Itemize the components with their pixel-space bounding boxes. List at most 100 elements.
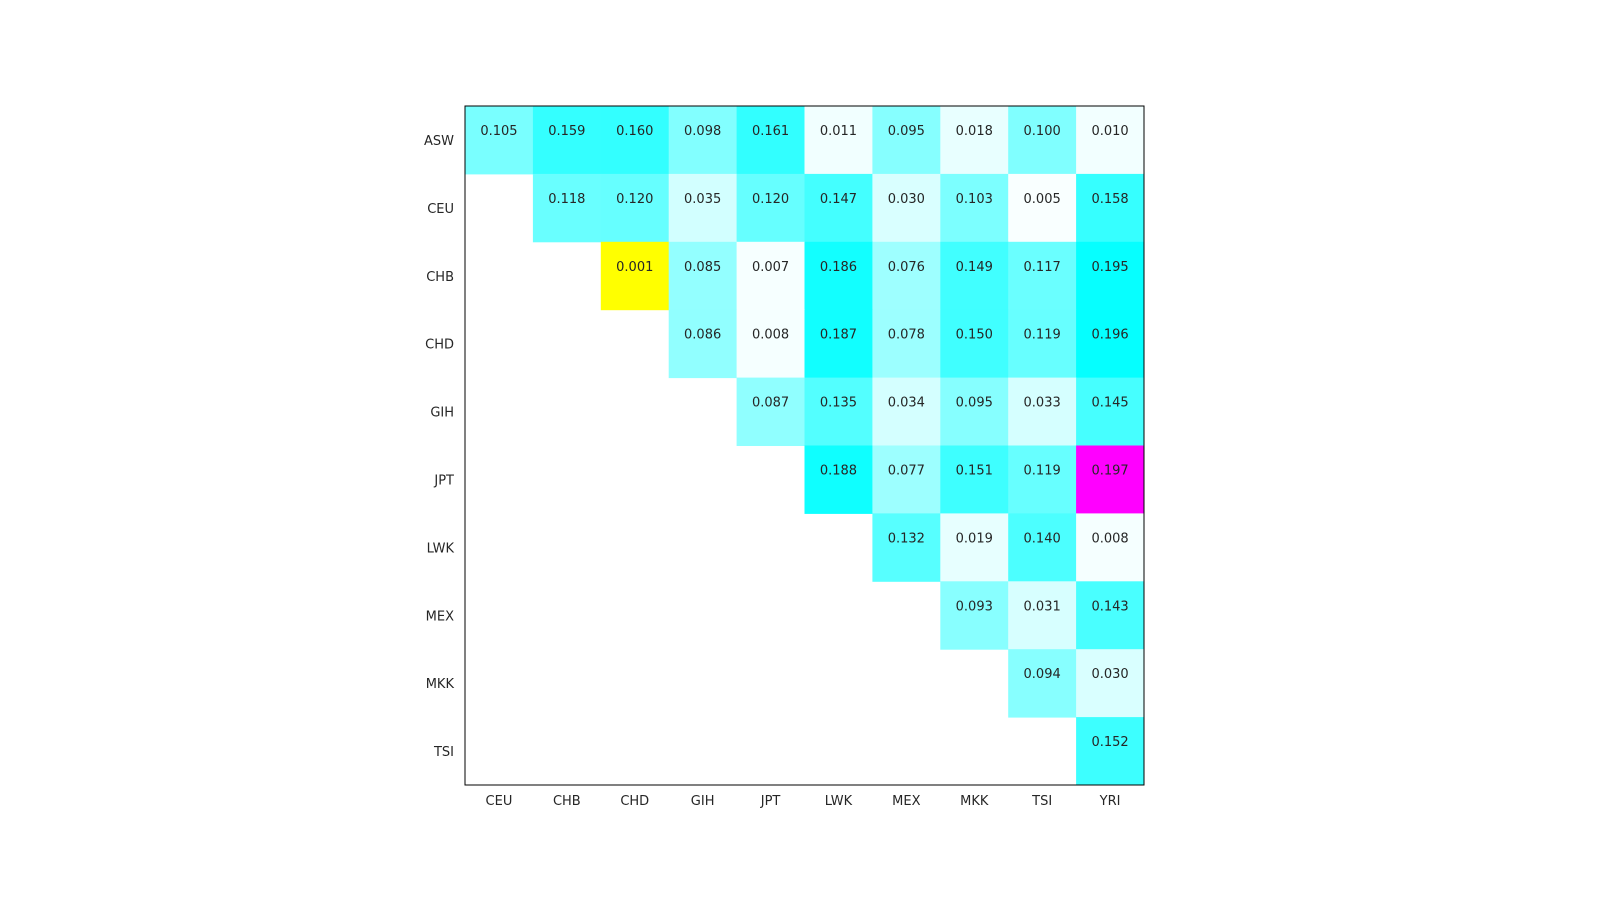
heatmap-cell-MEX-TSI [1008, 581, 1077, 650]
cell-value-label: 0.152 [1091, 735, 1128, 750]
cell-value-label: 0.034 [888, 396, 925, 411]
heatmap-cell-ASW-GIH [668, 106, 738, 175]
heatmap-cell-CEU-MKK [940, 173, 1009, 243]
heatmap-cell-CHB-JPT [736, 241, 805, 311]
heatmap-cell-ASW-CEU [465, 106, 534, 175]
cell-value-label: 0.033 [1024, 396, 1061, 411]
cell-value-label: 0.095 [888, 124, 925, 139]
heatmap-cell-ASW-CHD [600, 106, 670, 175]
cell-value-label: 0.030 [1091, 667, 1128, 682]
cell-value-label: 0.119 [1024, 464, 1061, 479]
cell-value-label: 0.093 [956, 599, 993, 614]
heatmap-cell-CEU-JPT [736, 173, 805, 243]
y-axis-tick-labels: ASW CEU CHB CHD GIH JPT LWK MEX MKK TSI [424, 134, 454, 760]
y-tick-label: ASW [424, 134, 454, 149]
heatmap-cell-CHD-GIH [668, 309, 738, 379]
cell-value-label: 0.117 [1024, 260, 1061, 275]
cell-value-label: 0.197 [1091, 464, 1128, 479]
cell-value-label: 0.095 [956, 396, 993, 411]
heatmap-cell-JPT-MKK [940, 445, 1009, 514]
x-tick-label: MEX [892, 794, 920, 809]
cell-value-label: 0.087 [752, 396, 789, 411]
heatmap-cell-LWK-YRI [1076, 513, 1145, 582]
cell-value-label: 0.158 [1091, 192, 1128, 207]
heatmap-cell-GIH-YRI [1076, 377, 1145, 446]
cell-value-label: 0.094 [1024, 667, 1061, 682]
heatmap-cell-JPT-TSI [1008, 445, 1077, 514]
cell-value-label: 0.008 [752, 328, 789, 343]
heatmap-cell-ASW-YRI [1076, 106, 1145, 175]
x-tick-label: TSI [1031, 794, 1052, 809]
cell-value-label: 0.186 [820, 260, 857, 275]
heatmap-cell-GIH-JPT [736, 377, 805, 446]
heatmap-cell-CEU-LWK [804, 173, 873, 243]
y-tick-label: TSI [433, 745, 454, 760]
cell-value-label: 0.151 [956, 464, 993, 479]
heatmap-cell-LWK-MEX [872, 513, 941, 582]
cell-value-label: 0.031 [1024, 599, 1061, 614]
cell-value-label: 0.196 [1091, 328, 1128, 343]
cell-value-label: 0.119 [1024, 328, 1061, 343]
heatmap-cell-CEU-CHB [532, 173, 602, 243]
cell-value-label: 0.159 [548, 124, 585, 139]
heatmap-cell-ASW-MEX [872, 106, 941, 175]
heatmap-cell-ASW-MKK [940, 106, 1009, 175]
heatmap-cell-CHD-TSI [1008, 309, 1077, 379]
x-tick-label: CHB [553, 794, 581, 809]
heatmap-cell-CHB-MEX [872, 241, 941, 311]
heatmap-cell-GIH-LWK [804, 377, 873, 446]
cell-value-label: 0.001 [616, 260, 653, 275]
y-tick-label: GIH [430, 406, 454, 421]
heatmap-cell-LWK-MKK [940, 513, 1009, 582]
heatmap-cell-CEU-YRI [1076, 173, 1145, 243]
heatmap-cell-CHB-CHD [600, 241, 670, 311]
cell-value-label: 0.105 [480, 124, 517, 139]
cell-value-label: 0.008 [1091, 531, 1128, 546]
cell-value-labels: 0.105 0.159 0.160 0.098 0.161 0.011 0.095 0.018… [480, 124, 1128, 750]
heatmap-cell-CEU-CHD [600, 173, 670, 243]
x-tick-label: LWK [825, 794, 853, 809]
cell-value-label: 0.132 [888, 531, 925, 546]
cell-value-label: 0.150 [956, 328, 993, 343]
x-tick-label: CEU [486, 794, 513, 809]
heatmap-cell-CEU-TSI [1008, 173, 1077, 243]
heatmap-cell-JPT-LWK [804, 445, 873, 514]
heatmap-cell-JPT-MEX [872, 445, 941, 514]
cell-value-label: 0.187 [820, 328, 857, 343]
plot-frame [464, 105, 1145, 786]
heatmap-cell-GIH-MKK [940, 377, 1009, 446]
heatmap-cell-CHB-MKK [940, 241, 1009, 311]
cell-value-label: 0.018 [956, 124, 993, 139]
heatmap-cell-CHD-MEX [872, 309, 941, 379]
cell-value-label: 0.085 [684, 260, 721, 275]
cell-value-label: 0.077 [888, 464, 925, 479]
heatmap-cell-ASW-LWK [804, 106, 873, 175]
heatmap-cell-ASW-JPT [736, 106, 805, 175]
y-tick-label: MKK [426, 677, 455, 692]
cell-value-label: 0.011 [820, 124, 857, 139]
y-tick-label: LWK [427, 541, 455, 556]
cell-value-label: 0.140 [1024, 531, 1061, 546]
cell-value-label: 0.035 [684, 192, 721, 207]
cell-value-label: 0.007 [752, 260, 789, 275]
cell-value-label: 0.161 [752, 124, 789, 139]
cell-value-label: 0.145 [1091, 396, 1128, 411]
cell-value-label: 0.010 [1091, 124, 1128, 139]
cell-value-label: 0.195 [1091, 260, 1128, 275]
heatmap-cell-CHB-YRI [1076, 241, 1145, 311]
cell-value-label: 0.143 [1091, 599, 1128, 614]
cell-value-label: 0.086 [684, 328, 721, 343]
heatmap-cell-MEX-MKK [940, 581, 1009, 650]
cell-value-label: 0.019 [956, 531, 993, 546]
cell-value-label: 0.076 [888, 260, 925, 275]
cell-value-label: 0.120 [616, 192, 653, 207]
cell-value-label: 0.103 [956, 192, 993, 207]
heatmap-cell-CHD-JPT [736, 309, 805, 379]
x-tick-label: YRI [1099, 794, 1121, 809]
y-tick-label: JPT [433, 473, 454, 488]
y-tick-label: CHB [426, 270, 454, 285]
heatmap-cell-MKK-TSI [1008, 649, 1077, 718]
heatmap-cell-CHB-GIH [668, 241, 738, 311]
